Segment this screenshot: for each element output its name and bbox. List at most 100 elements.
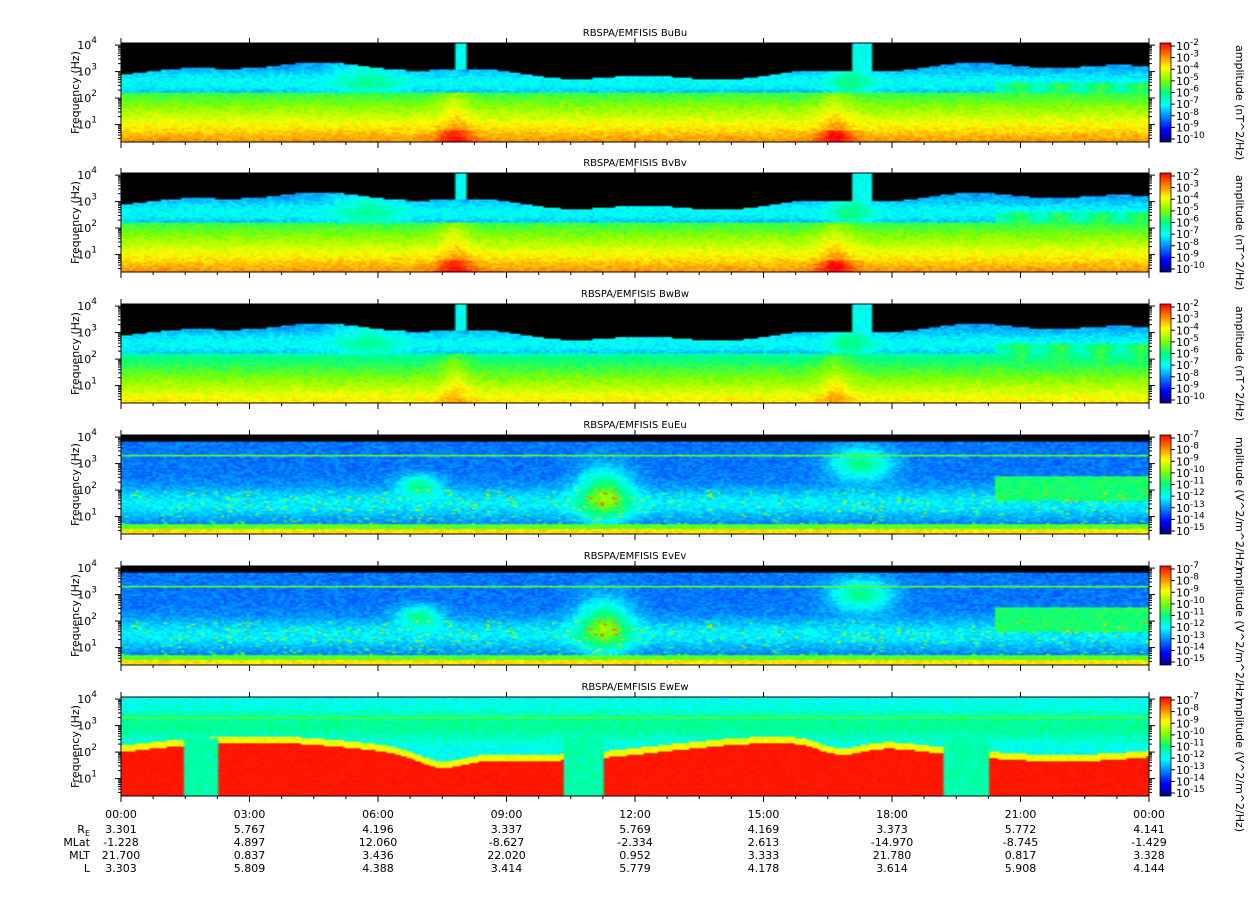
- y-tick-label: 101: [77, 246, 97, 262]
- colorbar-tick-label: 10-10: [1176, 261, 1205, 276]
- y-tick-label: 103: [77, 455, 97, 471]
- y-tick-label: 101: [77, 508, 97, 524]
- colorbar-tick-label: 10-15: [1176, 654, 1205, 669]
- colorbar: [1159, 172, 1172, 273]
- y-axis-label: Frequency (Hz): [69, 574, 82, 657]
- x-tick-label: 00:00: [1133, 808, 1165, 821]
- y-tick-label: 102: [77, 743, 97, 759]
- panel-title: RBSPA/EMFISIS BvBv: [583, 158, 687, 169]
- y-axis-label: Frequency (Hz): [69, 51, 82, 134]
- ephemeris-value: 5.772: [1005, 823, 1037, 836]
- ephemeris-value: 0.817: [1005, 849, 1037, 862]
- x-tick-label: 15:00: [748, 808, 780, 821]
- ephemeris-value: 3.337: [491, 823, 523, 836]
- ephemeris-table: RE 3.301 5.767 4.196 3.337 5.769 4.169 3.373 5.7…: [63, 823, 1166, 875]
- spectrogram-image: [121, 435, 1149, 534]
- ephemeris-row-label: MLT: [69, 849, 90, 862]
- spectrogram-panel: RBSPA/EMFISIS BuBu Frequency (Hz)101 102 10…: [69, 28, 1246, 160]
- colorbar-label: mplitude (V^2/m^2/Hz): [1233, 699, 1246, 832]
- ephemeris-value: -14.970: [871, 836, 913, 849]
- ephemeris-value: 4.178: [748, 862, 780, 875]
- colorbar: [1159, 434, 1172, 535]
- time-axis: 00:00 03:00 06:00 09:00 12:00 15:00 18:00 21:00…: [105, 808, 1165, 821]
- colorbar-tick-label: 10-10: [1176, 392, 1205, 407]
- ephemeris-value: 4.141: [1133, 823, 1165, 836]
- y-tick-label: 103: [77, 193, 97, 209]
- y-tick-label: 101: [77, 639, 97, 655]
- y-tick-label: 103: [77, 324, 97, 340]
- ephemeris-value: -2.334: [617, 836, 652, 849]
- colorbar-tick-label: 10-10: [1176, 131, 1205, 146]
- spectrogram-panel: RBSPA/EMFISIS BwBw Frequency (Hz)101 102 10…: [69, 289, 1246, 421]
- y-tick-label: 102: [77, 219, 97, 235]
- y-tick-label: 103: [77, 717, 97, 733]
- x-tick-label: 21:00: [1005, 808, 1037, 821]
- ephemeris-value: 5.769: [619, 823, 651, 836]
- colorbar-tick-label: 10-15: [1176, 523, 1205, 538]
- ephemeris-value: 0.837: [234, 849, 266, 862]
- x-tick-label: 12:00: [619, 808, 651, 821]
- ephemeris-value: 0.952: [619, 849, 651, 862]
- y-tick-label: 102: [77, 350, 97, 366]
- y-axis-label: Frequency (Hz): [69, 312, 82, 395]
- x-tick-label: 06:00: [362, 808, 394, 821]
- spectrogram-panel: RBSPA/EMFISIS BvBv Frequency (Hz)101 102 10…: [69, 158, 1246, 290]
- colorbar: [1159, 565, 1172, 666]
- colorbar-label: mplitude (V^2/m^2/Hz): [1233, 568, 1246, 701]
- y-tick-label: 102: [77, 89, 97, 105]
- panel-title: RBSPA/EMFISIS BwBw: [581, 289, 689, 300]
- spectrogram-image: [121, 566, 1149, 665]
- spectrogram-panel: RBSPA/EMFISIS EvEv Frequency (Hz)101 102 10…: [69, 551, 1246, 701]
- spectrogram-image: [121, 697, 1149, 796]
- colorbar: [1159, 42, 1172, 143]
- ephemeris-value: 4.169: [748, 823, 780, 836]
- colorbar-label: mplitude (V^2/m^2/Hz): [1233, 437, 1246, 570]
- y-tick-label: 104: [77, 166, 97, 182]
- spectrogram-panel: RBSPA/EMFISIS EuEu Frequency (Hz)101 102 10…: [69, 420, 1246, 570]
- ephemeris-value: 4.388: [362, 862, 394, 875]
- ephemeris-value: 5.779: [619, 862, 651, 875]
- spectrogram-image: [121, 43, 1149, 142]
- ephemeris-value: 3.333: [748, 849, 780, 862]
- x-tick-label: 18:00: [876, 808, 908, 821]
- y-axis-label: Frequency (Hz): [69, 181, 82, 264]
- y-tick-label: 104: [77, 428, 97, 444]
- colorbar-label: amplitude (nT^2/Hz): [1233, 175, 1246, 290]
- ephemeris-value: 3.436: [362, 849, 394, 862]
- ephemeris-value: 4.144: [1133, 862, 1165, 875]
- spectrogram-panel: RBSPA/EMFISIS EwEw Frequency (Hz)101 102 10…: [69, 682, 1246, 832]
- colorbar-label: amplitude (nT^2/Hz): [1233, 45, 1246, 160]
- ephemeris-value: 4.196: [362, 823, 394, 836]
- ephemeris-value: -8.745: [1003, 836, 1038, 849]
- ephemeris-value: 4.897: [234, 836, 266, 849]
- y-tick-label: 102: [77, 612, 97, 628]
- ephemeris-value: -1.228: [103, 836, 138, 849]
- ephemeris-value: 3.614: [876, 862, 908, 875]
- ephemeris-value: 21.700: [102, 849, 141, 862]
- y-tick-label: 104: [77, 36, 97, 52]
- colorbar-tick-label: 10-15: [1176, 785, 1205, 800]
- y-tick-label: 101: [77, 116, 97, 132]
- ephemeris-value: 5.908: [1005, 862, 1037, 875]
- ephemeris-value: 5.767: [234, 823, 266, 836]
- ephemeris-row-label: MLat: [63, 836, 90, 849]
- panel-title: RBSPA/EMFISIS BuBu: [583, 28, 687, 39]
- y-tick-label: 101: [77, 770, 97, 786]
- colorbar: [1159, 696, 1172, 797]
- panel-title: RBSPA/EMFISIS EwEw: [581, 682, 688, 693]
- colorbar: [1159, 303, 1172, 404]
- y-tick-label: 103: [77, 63, 97, 79]
- ephemeris-value: 3.373: [876, 823, 908, 836]
- y-axis-label: Frequency (Hz): [69, 443, 82, 526]
- ephemeris-value: 3.303: [105, 862, 137, 875]
- y-tick-label: 102: [77, 481, 97, 497]
- ephemeris-value: 22.020: [487, 849, 526, 862]
- ephemeris-value: 3.301: [105, 823, 137, 836]
- ephemeris-value: 21.780: [873, 849, 912, 862]
- y-tick-label: 104: [77, 559, 97, 575]
- ephemeris-value: 12.060: [359, 836, 398, 849]
- spectrogram-image: [121, 304, 1149, 403]
- spectrogram-image: [121, 173, 1149, 272]
- y-tick-label: 104: [77, 690, 97, 706]
